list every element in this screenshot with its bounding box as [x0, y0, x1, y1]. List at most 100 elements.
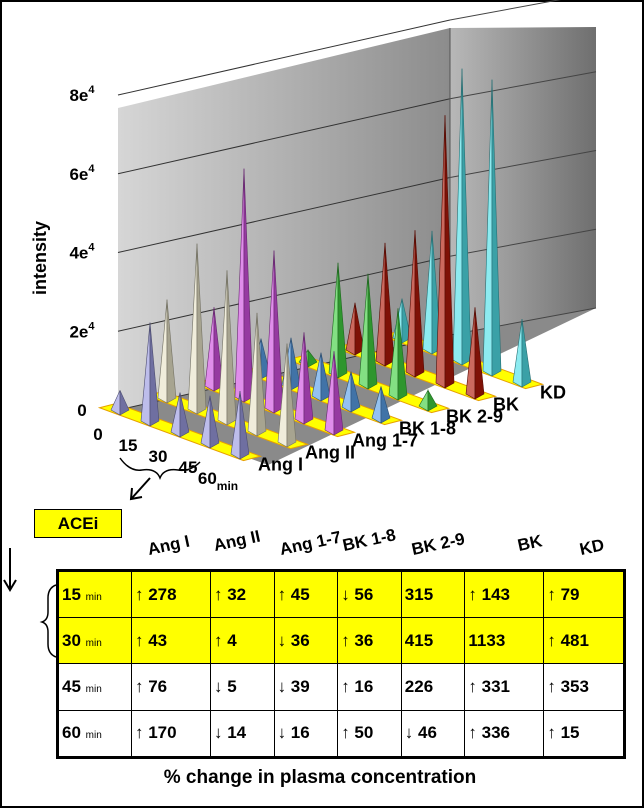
gridline: [117, 98, 451, 175]
table-row: 15 min ↑ 278 ↑ 32 ↑ 45 ↓ 56 315 ↑ 143 ↑ 79: [57, 569, 625, 619]
table-row: 30 min ↑ 43 ↑ 4 ↓ 36 ↑ 36 415 1133 ↑ 481: [57, 617, 625, 665]
x-tick-unit: min: [217, 479, 238, 493]
spike-bk-2-9-t30: [358, 273, 378, 390]
y-tick-label: 8e4: [69, 84, 95, 105]
spike-ang-ii-t15: [187, 243, 207, 415]
spike-face-right: [209, 395, 220, 449]
spike-face-right: [397, 308, 408, 401]
spike-ang-i-t30: [170, 392, 190, 438]
x-tick-label: 15: [119, 436, 138, 455]
time-brace: [119, 457, 201, 481]
table-cell: ↓ 5: [209, 663, 275, 711]
table-cell: ↑ 278: [131, 569, 211, 619]
series-label: BK: [493, 394, 519, 414]
row-time: 15: [62, 584, 86, 604]
spike-bk-t0: [345, 302, 365, 356]
table-cell: 415: [400, 617, 466, 665]
spike-face-right: [290, 337, 301, 391]
table-row: 60 min ↑ 170 ↓ 14 ↓ 16 ↑ 50 ↓ 46 ↑ 336 ↑ 15: [57, 709, 625, 759]
chart-side-wall: [450, 27, 596, 335]
row-time-cell: 45 min: [57, 663, 132, 711]
spike-bk-t60: [465, 307, 485, 400]
spike-ang-ii-t45: [247, 312, 267, 437]
spike-face-right: [474, 307, 485, 400]
chart-spikes: [110, 68, 532, 460]
spike-ang-1-7-t45: [294, 332, 314, 425]
series-label: Ang I: [258, 454, 303, 474]
gridline: [117, 19, 451, 96]
table-cell: ↑ 45: [273, 569, 339, 619]
spike-face-right: [444, 115, 455, 389]
spike-ang-1-7-t30: [264, 250, 284, 414]
y-tick-label: 2e4: [69, 320, 95, 341]
series-label: Ang 1-7: [352, 430, 418, 450]
spike-face-right: [149, 322, 160, 427]
arrow-icon: [129, 477, 151, 501]
spike-face-right: [226, 270, 237, 426]
series-label: KD: [540, 382, 566, 402]
spike-ang-ii-t60: [277, 343, 297, 448]
series-label: Ang II: [305, 442, 355, 462]
x-tick-label: 0: [93, 425, 102, 444]
spike-face-right: [337, 262, 348, 379]
table-cell: 226: [400, 663, 466, 711]
table-cell: ↑ 16: [337, 663, 402, 711]
y-tick-label: 0: [77, 401, 86, 420]
row-time-unit: min: [85, 591, 102, 603]
spike-face-right: [333, 351, 344, 436]
spike-face-right: [119, 390, 130, 416]
spike-bk-1-8-t45: [341, 371, 361, 413]
spike-ang-i-t60: [230, 390, 250, 460]
y-tick-label: 4e4: [69, 242, 95, 263]
y-tick-exponent: 4: [88, 163, 95, 175]
spike-bk-1-8-t30: [311, 352, 331, 402]
table-cell: ↓ 56: [337, 569, 402, 619]
spike-face-right: [307, 349, 318, 368]
spike-face-right: [354, 302, 365, 356]
table-cell: ↑ 170: [131, 709, 211, 759]
spike-ang-1-7-t60: [324, 351, 344, 436]
gridline-side: [449, 0, 561, 21]
spike-face-right: [367, 273, 378, 390]
spike-face-right: [380, 386, 391, 424]
spike-face-right: [491, 79, 502, 377]
spike-face-right: [196, 243, 207, 415]
y-tick-label: 6e4: [69, 163, 95, 184]
spike-ang-i-t0: [110, 390, 130, 416]
gridline: [117, 177, 451, 253]
spike-bk-t45: [435, 115, 455, 389]
row-time: 45: [62, 677, 86, 697]
spike-face-right: [303, 332, 314, 425]
table-cell: ↑ 76: [131, 663, 211, 711]
table-cell: ↑ 32: [209, 569, 275, 619]
series-label: BK 1-8: [399, 418, 456, 438]
x-tick-label: 60min: [198, 469, 238, 493]
gridline-side: [449, 71, 597, 100]
table-cell: 315: [400, 569, 466, 619]
row-time-unit: min: [85, 637, 102, 649]
spike-face-right: [461, 68, 472, 366]
down-arrow-icon: [3, 548, 57, 658]
spike-face-right: [414, 230, 425, 378]
spike-face-right: [286, 343, 297, 448]
y-tick-exponent: 4: [88, 84, 95, 96]
table-caption: % change in plasma concentration: [163, 767, 477, 788]
table-cell: ↑ 143: [464, 569, 545, 619]
spike-bk-t30: [405, 230, 425, 378]
table-cell: ↓ 16: [273, 709, 339, 759]
table-cell: ↑ 15: [543, 709, 625, 759]
spike-bk-t15: [375, 242, 395, 367]
table-cell: ↓ 46: [400, 709, 466, 759]
spike-face-right: [384, 242, 395, 367]
row-time-cell: 60 min: [57, 709, 132, 759]
y-axis-label: intensity: [30, 221, 50, 295]
row-time-cell: 15 min: [57, 569, 132, 619]
spike-bk-1-8-t60: [371, 386, 391, 424]
y-tick-exponent: 4: [88, 320, 95, 332]
table-cell: ↑ 43: [131, 617, 211, 665]
table-cell: ↑ 336: [464, 709, 545, 759]
table-cell: ↑ 79: [543, 569, 625, 619]
row-time: 30: [62, 630, 86, 650]
spike-face-right: [521, 318, 532, 388]
